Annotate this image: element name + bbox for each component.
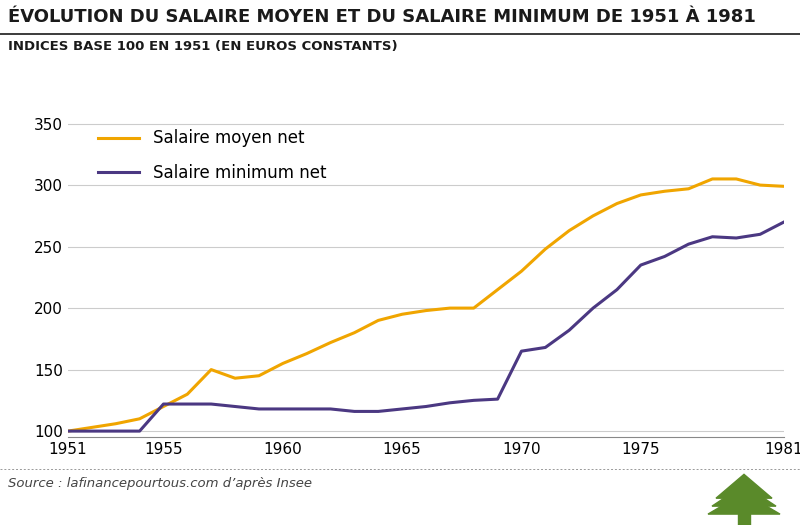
Polygon shape	[708, 493, 780, 514]
Text: Source : lafinancepourtous.com d’après Insee: Source : lafinancepourtous.com d’après I…	[8, 477, 312, 490]
Text: INDICES BASE 100 EN 1951 (EN EUROS CONSTANTS): INDICES BASE 100 EN 1951 (EN EUROS CONST…	[8, 40, 398, 53]
Bar	[738, 514, 750, 525]
Polygon shape	[712, 485, 776, 506]
Legend: Salaire moyen net, Salaire minimum net: Salaire moyen net, Salaire minimum net	[98, 129, 326, 182]
Polygon shape	[716, 474, 772, 498]
Text: ÉVOLUTION DU SALAIRE MOYEN ET DU SALAIRE MINIMUM DE 1951 À 1981: ÉVOLUTION DU SALAIRE MOYEN ET DU SALAIRE…	[8, 8, 756, 26]
